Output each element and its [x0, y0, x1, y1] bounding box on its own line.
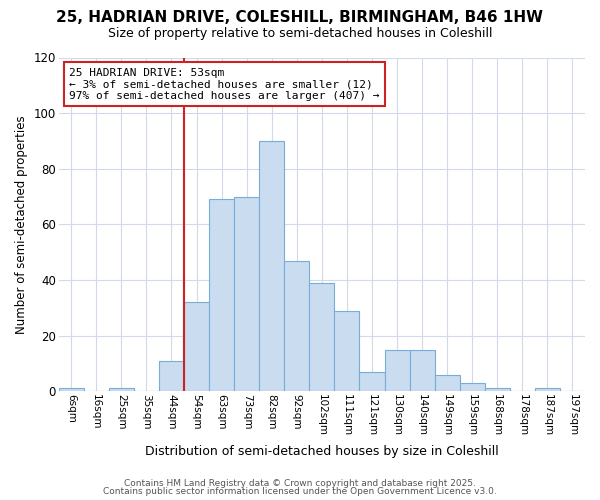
Bar: [234, 196, 259, 392]
Text: Size of property relative to semi-detached houses in Coleshill: Size of property relative to semi-detach…: [108, 28, 492, 40]
Bar: [385, 350, 410, 392]
Bar: [59, 388, 84, 392]
X-axis label: Distribution of semi-detached houses by size in Coleshill: Distribution of semi-detached houses by …: [145, 444, 499, 458]
Bar: [434, 374, 460, 392]
Bar: [259, 141, 284, 392]
Text: Contains HM Land Registry data © Crown copyright and database right 2025.: Contains HM Land Registry data © Crown c…: [124, 478, 476, 488]
Y-axis label: Number of semi-detached properties: Number of semi-detached properties: [15, 115, 28, 334]
Bar: [184, 302, 209, 392]
Bar: [209, 200, 234, 392]
Bar: [485, 388, 510, 392]
Bar: [159, 360, 184, 392]
Bar: [460, 383, 485, 392]
Bar: [334, 310, 359, 392]
Bar: [310, 283, 334, 392]
Bar: [109, 388, 134, 392]
Bar: [410, 350, 434, 392]
Text: 25 HADRIAN DRIVE: 53sqm
← 3% of semi-detached houses are smaller (12)
97% of sem: 25 HADRIAN DRIVE: 53sqm ← 3% of semi-det…: [69, 68, 380, 100]
Bar: [284, 260, 310, 392]
Text: Contains public sector information licensed under the Open Government Licence v3: Contains public sector information licen…: [103, 487, 497, 496]
Bar: [535, 388, 560, 392]
Text: 25, HADRIAN DRIVE, COLESHILL, BIRMINGHAM, B46 1HW: 25, HADRIAN DRIVE, COLESHILL, BIRMINGHAM…: [56, 10, 544, 25]
Bar: [359, 372, 385, 392]
